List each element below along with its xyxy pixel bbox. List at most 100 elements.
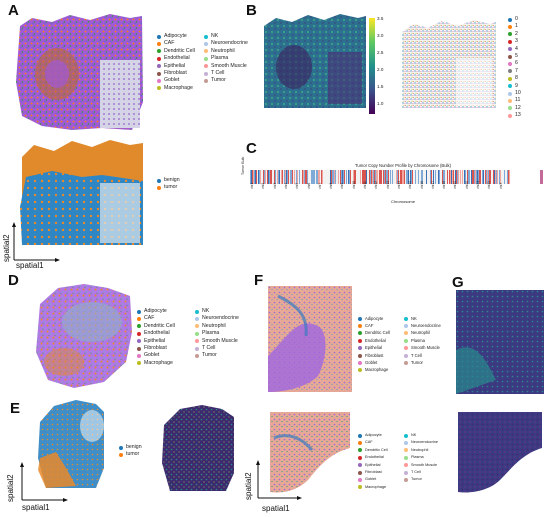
cnv-bin [270,170,272,184]
cnv-bin [434,170,436,184]
panel-label-e: E [10,400,21,417]
cnv-bin [416,170,418,184]
cnv-bin [497,170,499,184]
celltype-legend-f-item: Tumor [404,359,441,366]
cnv-bin [430,170,432,184]
status-legend-a-item-marker [157,178,161,183]
cnv-bin [480,170,482,184]
cnv-bin [301,170,303,184]
cnv-bin [489,170,491,184]
cnv-bin [356,170,358,184]
status-legend-e-item: tumor [119,451,169,458]
celltype-legend-f-item: NK [404,315,441,322]
celltype-legend-a-item-label: Neuroendocrine [211,40,248,47]
celltype-legend-d-item: Epithelial [137,338,175,345]
celltype-legend-d: Adipocyte CAF Dendritic Cell Endothelial Epi… [137,308,247,378]
celltype-legend-a-item-marker [204,64,208,69]
cnv-bin [319,170,321,184]
cnv-bin [440,170,442,184]
cluster-legend-item: 8 [508,75,548,82]
cluster-legend-item-marker [508,25,512,30]
cnv-bin [498,170,500,184]
cnv-bin [372,170,374,184]
celltype-legend-f2-item-label: CAF [365,440,373,445]
celltype-legend-d-item: Plasma [195,330,239,337]
celltype-legend-a-item-marker [157,86,161,91]
cnv-bin [326,170,328,184]
celltype-legend-a-item: Endothelial [157,55,195,62]
celltype-legend-f2-item-marker [358,470,362,475]
celltype-legend-f-item-label: Adipocyte [365,315,384,321]
cnv-bin [342,170,344,184]
cnv-bin [482,170,484,184]
cnv-bin [396,170,398,184]
celltype-legend-f2-item-marker [404,433,408,438]
celltype-legend-a-item: Neutrophil [204,48,248,55]
cnv-bin [397,170,399,184]
cnv-bin [459,170,461,184]
celltype-legend-a-item-marker [204,49,208,54]
cnv-bin [334,170,336,184]
celltype-legend-f-item: Dendritic Cell [358,330,390,337]
celltype-legend-f-item-marker [358,346,362,351]
celltype-legend-f2-item-marker [358,478,362,483]
cnv-bin [435,170,437,184]
celltype-legend-f2-item-marker [358,463,362,468]
cnv-bin [292,170,294,184]
cnv-score-map-b [264,14,366,108]
chromosome-label: chr19 [453,181,458,189]
cnv-bin [373,170,375,184]
cnv-bin [394,170,396,184]
celltype-legend-f2: Adipocyte CAF Dendritic Cell Endothelial Epi… [358,432,453,490]
colorbar-tick: 1.5 [377,84,384,89]
cnv-bin [289,170,291,184]
cnv-bin [263,170,265,184]
celltype-legend-d-item-label: T Cell [202,344,216,351]
spatial2-label-e: spatial2 [6,474,15,502]
cnv-bin [374,170,376,184]
cnv-score-map-g2 [458,412,542,493]
celltype-legend-d-col1: Adipocyte CAF Dendritic Cell Endothelial Epi… [137,308,175,367]
celltype-legend-a-item: Epithelial [157,63,195,70]
cnv-bin [428,170,430,184]
celltype-legend-a-item-label: Epithelial [164,62,186,69]
panel-label-d: D [8,272,19,289]
celltype-legend-f-col2: NK Neuroendocrine Neutrophil Plasma Smooth M… [404,315,441,367]
celltype-legend-f2-item: Neutrophil [404,447,438,454]
cluster-legend-item: 5 [508,53,548,60]
celltype-legend-f-item-marker [404,324,408,329]
cnv-bin [295,170,297,184]
cnv-bin [388,170,390,184]
celltype-legend-f2-item-label: Adipocyte [365,432,382,437]
celltype-legend-a-item-label: Tumor [211,77,226,84]
cluster-legend-item-marker [508,91,512,96]
cnv-bin [345,170,347,184]
cnv-bin [366,170,368,184]
cluster-legend-item-label: 2 [515,30,518,37]
celltype-legend-f-item-label: T Cell [411,352,422,358]
cnv-bin [460,170,462,184]
cnv-bin [313,170,315,184]
cnv-bin [398,170,400,184]
status-legend-a-item: tumor [157,184,217,191]
chromosome-label: chr10 [351,181,356,189]
cluster-legend-item-label: 1 [515,23,518,30]
cnv-colorbar-small [540,170,543,184]
cnv-bin [470,170,472,184]
cnv-bin [290,170,292,184]
chromosome-label: chr9 [340,182,345,189]
cnv-bin [271,170,273,184]
celltype-legend-d-item-label: Macrophage [144,359,173,366]
cnv-bin [403,170,405,184]
celltype-legend-f-item-marker [404,346,408,351]
celltype-legend-f2-item-label: Endothelial [365,455,384,460]
celltype-legend-d-item-marker [195,309,199,314]
celltype-legend-a-item: Dendritic Cell [157,48,195,55]
cnv-bin [431,170,433,184]
celltype-legend-a-item-marker [204,34,208,39]
cnv-bin [333,170,335,184]
celltype-legend-f2-item: Neuroendocrine [404,439,438,446]
cnv-bin [383,170,385,184]
panel-label-g: G [452,274,464,291]
cnv-bin [338,170,340,184]
